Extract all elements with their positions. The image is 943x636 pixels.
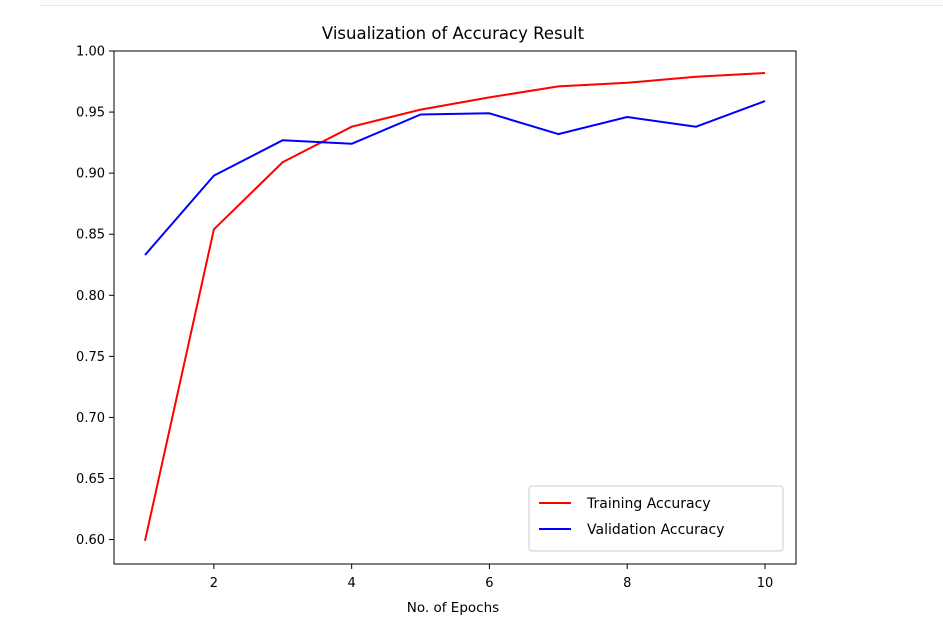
y-tick-label: 0.85: [76, 228, 105, 243]
legend: Training Accuracy Validation Accuracy: [528, 485, 784, 552]
legend-entry-label: Validation Accuracy: [587, 522, 725, 538]
series-lines: [144, 72, 766, 542]
y-tick-label: 0.75: [76, 350, 105, 365]
legend-entry-label: Training Accuracy: [586, 496, 711, 512]
y-tick-label: 0.60: [76, 533, 105, 548]
chart-title: Visualization of Accuracy Result: [322, 24, 585, 43]
y-axis: 0.60 0.65 0.70 0.75 0.80 0.85 0.90 0.95 1.00: [76, 45, 114, 548]
series-line-training-accuracy: [144, 72, 766, 542]
y-tick-label: 1.00: [76, 45, 105, 60]
notebook-cell-edge: [40, 0, 943, 6]
y-tick-label: 0.90: [76, 167, 105, 182]
x-tick-label: 10: [757, 576, 774, 591]
y-tick-label: 0.95: [76, 106, 105, 121]
legend-box: [528, 485, 784, 552]
x-axis: 2 4 6 8 10: [210, 564, 774, 591]
y-tick-label: 0.70: [76, 411, 105, 426]
series-line-validation-accuracy: [144, 100, 766, 256]
x-tick-label: 4: [348, 576, 356, 591]
y-tick-label: 0.65: [76, 472, 105, 487]
plot-area-frame: [113, 50, 797, 565]
x-tick-label: 8: [623, 576, 631, 591]
x-tick-label: 2: [210, 576, 218, 591]
y-tick-label: 0.80: [76, 289, 105, 304]
x-axis-label: No. of Epochs: [407, 600, 499, 616]
x-tick-label: 6: [485, 576, 493, 591]
